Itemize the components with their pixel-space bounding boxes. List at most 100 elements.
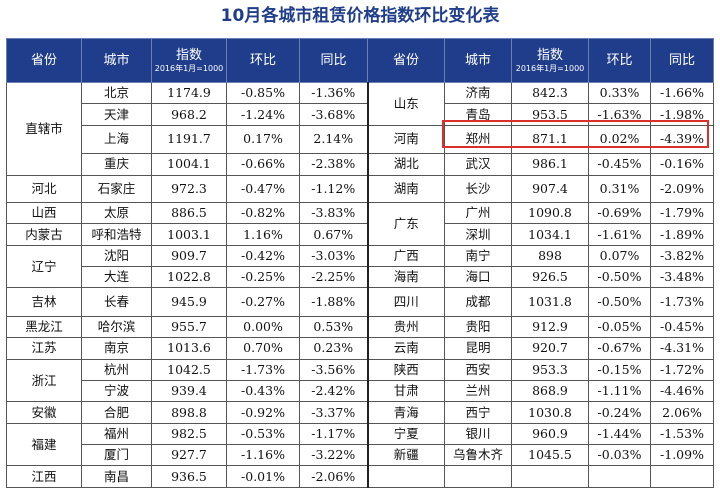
province-cell: 云南 bbox=[366, 337, 445, 360]
province-cell: 新疆 bbox=[366, 444, 445, 467]
index-cell: 1191.7 bbox=[151, 124, 227, 155]
city-cell: 广州 bbox=[444, 202, 512, 225]
mom-cell: -0.03% bbox=[588, 444, 651, 467]
mom-cell: -0.42% bbox=[226, 244, 300, 268]
yoy-cell: -3.83% bbox=[299, 202, 368, 225]
index-cell: 1003.1 bbox=[151, 223, 227, 246]
rent-index-table: 省份 城市 指数 2016年1月=1000 环比 同比 省份 城市 指数 2016年… bbox=[6, 38, 714, 488]
city-cell: 长沙 bbox=[444, 174, 512, 204]
province-cell: 安徽 bbox=[6, 401, 82, 424]
index-cell: 871.1 bbox=[511, 124, 589, 155]
yoy-cell: -1.72% bbox=[650, 358, 714, 382]
city-cell: 哈尔滨 bbox=[81, 315, 152, 339]
header-index: 指数 2016年1月=1000 bbox=[511, 38, 589, 83]
province-cell: 广西 bbox=[366, 244, 445, 268]
table-row: 江西 南昌 936.5 -0.01% -2.06% bbox=[6, 465, 714, 488]
yoy-cell: -4.46% bbox=[650, 380, 714, 403]
index-cell: 1004.1 bbox=[151, 153, 227, 176]
mom-cell: -0.69% bbox=[588, 202, 651, 225]
table-row: 江苏 南京 1013.6 0.70% 0.23% 云南 昆明 920.7 -0.… bbox=[6, 337, 714, 360]
mom-cell: -0.05% bbox=[588, 315, 651, 339]
province-cell: 江西 bbox=[6, 465, 82, 488]
index-cell: 986.1 bbox=[511, 153, 589, 176]
province-cell: 山西 bbox=[6, 202, 82, 225]
empty-cell bbox=[511, 465, 589, 488]
mom-cell: -0.53% bbox=[226, 422, 300, 446]
province-cell: 四川 bbox=[366, 287, 445, 317]
city-cell: 合肥 bbox=[81, 401, 152, 424]
mom-cell: 0.00% bbox=[226, 315, 300, 339]
header-yoy: 同比 bbox=[299, 38, 368, 83]
yoy-cell: -3.56% bbox=[299, 358, 368, 382]
index-cell: 960.9 bbox=[511, 422, 589, 446]
header-index: 指数 2016年1月=1000 bbox=[151, 38, 227, 83]
yoy-cell: -2.42% bbox=[299, 380, 368, 403]
city-cell: 石家庄 bbox=[81, 174, 152, 204]
table-row: 山西 太原 886.5 -0.82% -3.83% 广东 广州 1090.8 -… bbox=[6, 202, 714, 246]
city-cell: 武汉 bbox=[444, 153, 512, 176]
index-cell: 898.8 bbox=[151, 401, 227, 424]
index-cell: 1034.1 bbox=[511, 223, 589, 246]
province-cell: 广东 bbox=[366, 202, 445, 246]
yoy-cell: -0.16% bbox=[650, 153, 714, 176]
header-city: 城市 bbox=[444, 38, 512, 83]
province-cell: 河南 bbox=[366, 124, 445, 155]
province-cell: 山东 bbox=[366, 82, 445, 126]
province-cell: 浙江 bbox=[6, 358, 82, 403]
mom-cell: -1.24% bbox=[226, 103, 300, 126]
mom-cell: -1.73% bbox=[226, 358, 300, 382]
yoy-cell: -2.06% bbox=[299, 465, 368, 488]
index-cell: 926.5 bbox=[511, 266, 589, 289]
index-cell: 953.3 bbox=[511, 358, 589, 382]
province-cell: 直辖市 bbox=[6, 82, 82, 176]
yoy-cell: -1.89% bbox=[650, 223, 714, 246]
mom-cell: -0.01% bbox=[226, 465, 300, 488]
index-cell: 968.2 bbox=[151, 103, 227, 126]
mom-cell: 0.17% bbox=[226, 124, 300, 155]
mom-cell: 0.31% bbox=[588, 174, 651, 204]
mom-cell: -0.92% bbox=[226, 401, 300, 424]
mom-cell: 0.02% bbox=[588, 124, 651, 155]
yoy-cell: -4.31% bbox=[650, 337, 714, 360]
city-cell: 福州 bbox=[81, 422, 152, 446]
header-mom: 环比 bbox=[588, 38, 651, 83]
city-cell: 济南 bbox=[444, 81, 512, 105]
header-yoy: 同比 bbox=[650, 38, 714, 83]
table-row: 直辖市 北京 1174.9 -0.85% -1.36% 山东 济南 842.3 … bbox=[6, 81, 714, 176]
city-cell: 宁波 bbox=[81, 380, 152, 403]
province-cell: 宁夏 bbox=[366, 422, 445, 446]
index-cell: 868.9 bbox=[511, 380, 589, 403]
index-cell: 982.5 bbox=[151, 422, 227, 446]
yoy-cell: -3.82% bbox=[650, 244, 714, 268]
table-row: 宁波 939.4 -0.43% -2.42% 甘肃 兰州 868.9 -1.11… bbox=[7, 380, 714, 403]
city-cell: 厦门 bbox=[81, 444, 152, 467]
index-cell: 945.9 bbox=[151, 287, 227, 317]
mom-cell: -0.82% bbox=[226, 202, 300, 225]
city-cell: 北京 bbox=[81, 81, 152, 105]
table-row: 吉林 长春 945.9 -0.27% -1.88% 四川 成都 1031.8 -… bbox=[6, 287, 714, 317]
header-city: 城市 bbox=[81, 38, 152, 83]
empty-cell bbox=[650, 465, 714, 488]
mom-cell: -0.50% bbox=[588, 266, 651, 289]
index-cell: 939.4 bbox=[151, 380, 227, 403]
yoy-cell: -3.37% bbox=[299, 401, 368, 424]
index-cell: 1030.8 bbox=[511, 401, 589, 424]
mom-cell: 0.33% bbox=[588, 81, 651, 105]
province-cell: 湖北 bbox=[366, 153, 445, 176]
yoy-cell: -1.88% bbox=[299, 287, 368, 317]
province-cell: 青海 bbox=[366, 401, 445, 424]
table-row: 安徽 合肥 898.8 -0.92% -3.37% 青海 西宁 1030.8 -… bbox=[6, 401, 714, 424]
province-cell: 黑龙江 bbox=[6, 315, 82, 339]
province-cell: 甘肃 bbox=[366, 380, 445, 403]
city-cell: 南宁 bbox=[444, 244, 512, 268]
index-cell: 1090.8 bbox=[511, 202, 589, 225]
yoy-cell: -3.68% bbox=[299, 103, 368, 126]
index-cell: 1174.9 bbox=[151, 81, 227, 105]
mom-cell: 0.07% bbox=[588, 244, 651, 268]
header-province: 省份 bbox=[367, 38, 445, 83]
yoy-cell: -4.39% bbox=[650, 124, 714, 155]
yoy-cell: -1.09% bbox=[650, 444, 714, 467]
index-cell: 912.9 bbox=[511, 315, 589, 339]
mom-cell: -1.63% bbox=[588, 103, 651, 126]
yoy-cell: -2.25% bbox=[299, 266, 368, 289]
